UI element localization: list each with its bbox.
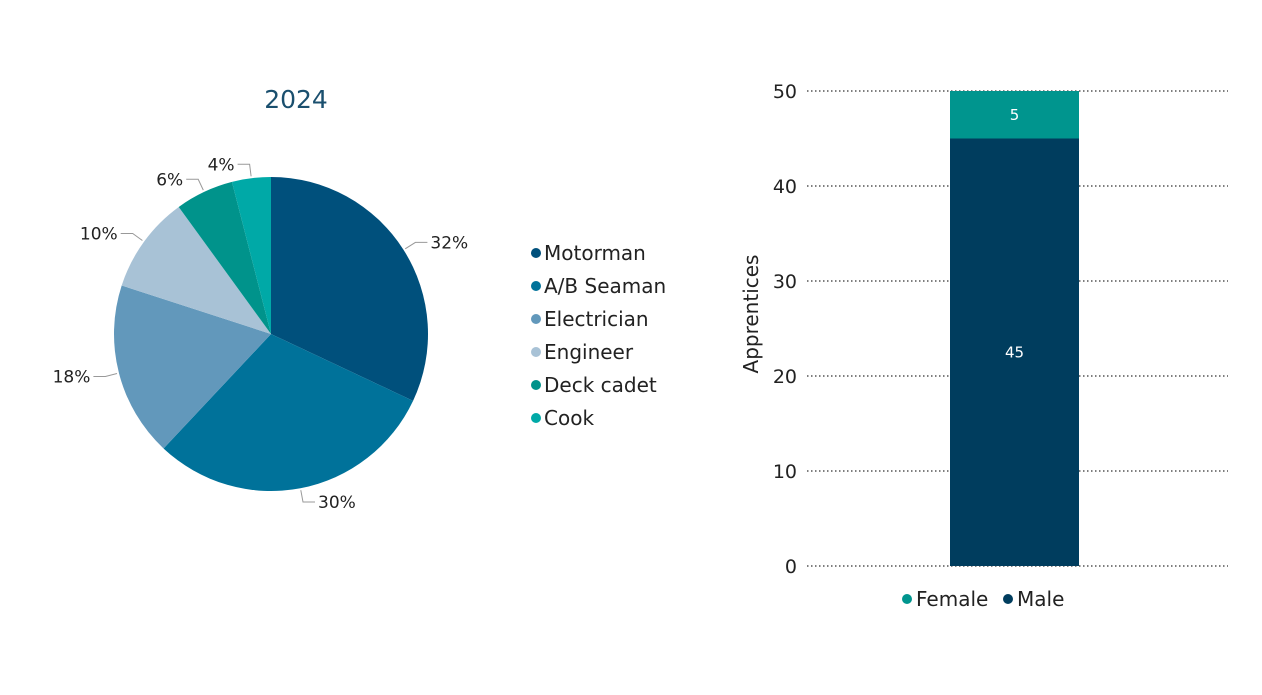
legend-item-a-b-seaman: A/B Seaman [531,274,666,298]
pie-slice-motorman [271,177,429,401]
pie-leader-line-electrician [93,373,118,377]
legend-marker-deck-cadet [531,380,541,390]
legend-label-motorman: Motorman [544,241,646,265]
y-tick-40: 40 [773,176,797,198]
legend-marker-a-b-seaman [531,281,541,291]
pie-leader-line-a-b-seaman [300,490,315,503]
pie-label-deck-cadet: 6% [156,170,183,190]
legend-marker-engineer [531,347,541,357]
bar-y-axis-title: Apprentices [739,255,763,374]
legend-item-cook: Cook [531,406,594,430]
pie-label-motorman: 32% [430,233,468,253]
y-tick-20: 20 [773,366,797,388]
legend-item-electrician: Electrician [531,307,649,331]
pie-chart [113,177,429,492]
legend-item-engineer: Engineer [531,340,634,364]
y-tick-10: 10 [773,461,797,483]
legend-label-engineer: Engineer [544,340,634,364]
pie-label-engineer: 10% [80,225,118,245]
legend-label-female: Female [916,587,988,611]
bar-label-female: 5 [1010,106,1020,124]
pie-labels: 32% 30% 18% 10% 6% 4% [53,155,469,513]
bar-segment-male [950,138,1079,566]
legend-marker-electrician [531,314,541,324]
legend-item-motorman: Motorman [531,241,646,265]
pie-leader-line-engineer [120,233,143,241]
pie-label-a-b-seaman: 30% [318,493,356,513]
pie-slice-deck-cadet [178,181,271,334]
y-tick-50: 50 [773,81,797,103]
bar-segment-female [950,91,1079,139]
legend-item-male: Male [1003,587,1064,611]
legend-marker-cook [531,413,541,423]
bar-y-axis-ticks: 0 10 20 30 40 50 [773,81,797,578]
legend-item-deck-cadet: Deck cadet [531,373,657,397]
legend-label-electrician: Electrician [544,307,649,331]
legend-marker-female [902,594,912,604]
bar-legend: Female Male [902,587,1064,611]
pie-label-cook: 4% [208,155,235,175]
bar-label-male: 45 [1005,343,1024,361]
pie-label-electrician: 18% [53,368,91,388]
legend-marker-male [1003,594,1013,604]
legend-item-female: Female [902,587,988,611]
legend-label-a-b-seaman: A/B Seaman [544,274,666,298]
y-tick-30: 30 [773,271,797,293]
pie-slice-electrician [113,285,271,449]
legend-marker-motorman [531,248,541,258]
legend-label-deck-cadet: Deck cadet [544,373,657,397]
bar-chart: 45 5 [950,91,1079,566]
pie-slice-cook [231,177,271,334]
pie-chart-title: 2024 [264,85,328,114]
legend-label-male: Male [1017,587,1064,611]
pie-slice-engineer [121,206,272,334]
y-tick-0: 0 [785,556,797,578]
pie-leader-line-motorman [404,241,428,250]
pie-slice-a-b-seaman [163,334,414,492]
pie-leader-line-deck-cadet [186,178,204,191]
pie-leader-line-cook [237,163,252,177]
legend-label-cook: Cook [544,406,594,430]
pie-legend: Motorman A/B Seaman Electrician Engineer Dec… [531,241,666,430]
